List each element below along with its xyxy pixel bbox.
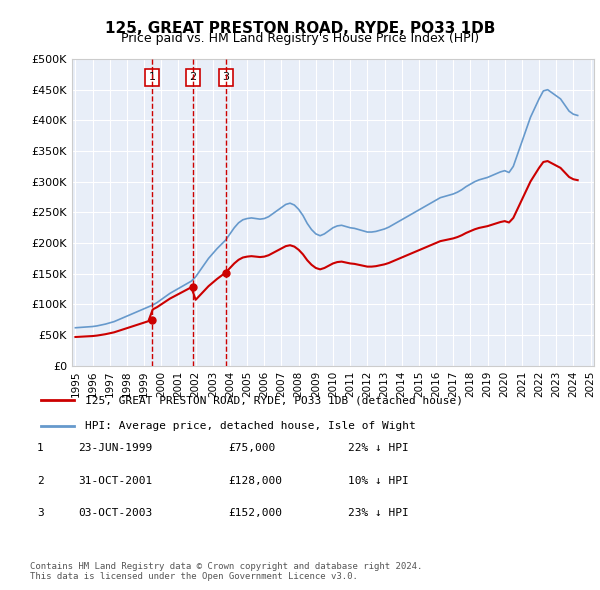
Text: 2: 2 bbox=[189, 73, 196, 83]
Text: £128,000: £128,000 bbox=[228, 476, 282, 486]
Text: 125, GREAT PRESTON ROAD, RYDE, PO33 1DB (detached house): 125, GREAT PRESTON ROAD, RYDE, PO33 1DB … bbox=[85, 395, 463, 405]
Text: 1: 1 bbox=[37, 444, 44, 453]
Text: Price paid vs. HM Land Registry's House Price Index (HPI): Price paid vs. HM Land Registry's House … bbox=[121, 32, 479, 45]
Text: 3: 3 bbox=[222, 73, 229, 83]
Text: Contains HM Land Registry data © Crown copyright and database right 2024.
This d: Contains HM Land Registry data © Crown c… bbox=[30, 562, 422, 581]
Text: 1: 1 bbox=[149, 73, 155, 83]
Text: £152,000: £152,000 bbox=[228, 509, 282, 518]
Text: 23-JUN-1999: 23-JUN-1999 bbox=[78, 444, 152, 453]
Text: 31-OCT-2001: 31-OCT-2001 bbox=[78, 476, 152, 486]
Text: 10% ↓ HPI: 10% ↓ HPI bbox=[348, 476, 409, 486]
Text: 3: 3 bbox=[37, 509, 44, 518]
Text: HPI: Average price, detached house, Isle of Wight: HPI: Average price, detached house, Isle… bbox=[85, 421, 416, 431]
Text: 125, GREAT PRESTON ROAD, RYDE, PO33 1DB: 125, GREAT PRESTON ROAD, RYDE, PO33 1DB bbox=[105, 21, 495, 35]
Text: £75,000: £75,000 bbox=[228, 444, 275, 453]
Text: 03-OCT-2003: 03-OCT-2003 bbox=[78, 509, 152, 518]
Text: 2: 2 bbox=[37, 476, 44, 486]
Text: 23% ↓ HPI: 23% ↓ HPI bbox=[348, 509, 409, 518]
Text: 22% ↓ HPI: 22% ↓ HPI bbox=[348, 444, 409, 453]
